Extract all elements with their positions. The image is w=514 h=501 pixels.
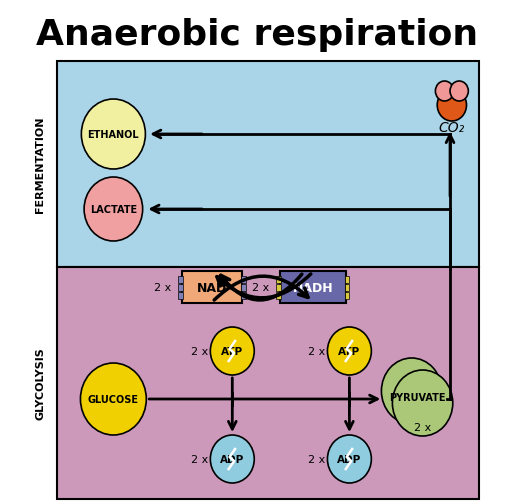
Text: Anaerobic respiration: Anaerobic respiration bbox=[36, 18, 478, 52]
Text: ATP: ATP bbox=[221, 346, 243, 356]
Circle shape bbox=[81, 100, 145, 170]
Text: FERMENTATION: FERMENTATION bbox=[35, 117, 45, 213]
Text: CO₂: CO₂ bbox=[439, 121, 465, 135]
Bar bbox=[57, 62, 479, 268]
Text: ATP: ATP bbox=[338, 346, 360, 356]
Text: PYRUVATE: PYRUVATE bbox=[389, 392, 445, 402]
Circle shape bbox=[437, 90, 467, 122]
Bar bbox=[276, 292, 281, 299]
FancyBboxPatch shape bbox=[280, 272, 346, 304]
Text: GLUCOSE: GLUCOSE bbox=[88, 394, 139, 404]
Text: 2 x: 2 x bbox=[414, 422, 431, 432]
Text: 2 x: 2 x bbox=[308, 454, 325, 464]
Bar bbox=[276, 276, 281, 283]
Text: ADP: ADP bbox=[220, 454, 245, 464]
Text: ETHANOL: ETHANOL bbox=[87, 130, 139, 140]
Text: 2 x: 2 x bbox=[191, 454, 208, 464]
Bar bbox=[345, 276, 350, 283]
Text: 2 x: 2 x bbox=[191, 346, 208, 356]
Circle shape bbox=[210, 435, 254, 483]
Circle shape bbox=[84, 178, 143, 241]
Circle shape bbox=[327, 435, 371, 483]
Bar bbox=[242, 284, 246, 291]
Text: NADH: NADH bbox=[292, 281, 333, 294]
Bar bbox=[345, 292, 350, 299]
Circle shape bbox=[381, 358, 442, 424]
Bar bbox=[57, 268, 479, 499]
Bar bbox=[178, 284, 183, 291]
Bar bbox=[345, 284, 350, 291]
Bar bbox=[242, 292, 246, 299]
Bar bbox=[242, 276, 246, 283]
FancyBboxPatch shape bbox=[182, 272, 243, 304]
Text: 2 x: 2 x bbox=[308, 346, 325, 356]
Text: NAD: NAD bbox=[197, 281, 227, 294]
Circle shape bbox=[435, 82, 454, 102]
Text: LACTATE: LACTATE bbox=[90, 204, 137, 214]
Circle shape bbox=[327, 327, 371, 375]
Text: ADP: ADP bbox=[337, 454, 361, 464]
Bar bbox=[178, 292, 183, 299]
Circle shape bbox=[210, 327, 254, 375]
Text: 2 x: 2 x bbox=[154, 283, 171, 293]
Circle shape bbox=[450, 82, 468, 102]
Circle shape bbox=[80, 363, 146, 435]
Text: 2 x: 2 x bbox=[252, 283, 269, 293]
Text: GLYCOLYSIS: GLYCOLYSIS bbox=[35, 347, 45, 419]
Bar bbox=[178, 276, 183, 283]
Bar bbox=[276, 284, 281, 291]
Circle shape bbox=[392, 370, 453, 436]
